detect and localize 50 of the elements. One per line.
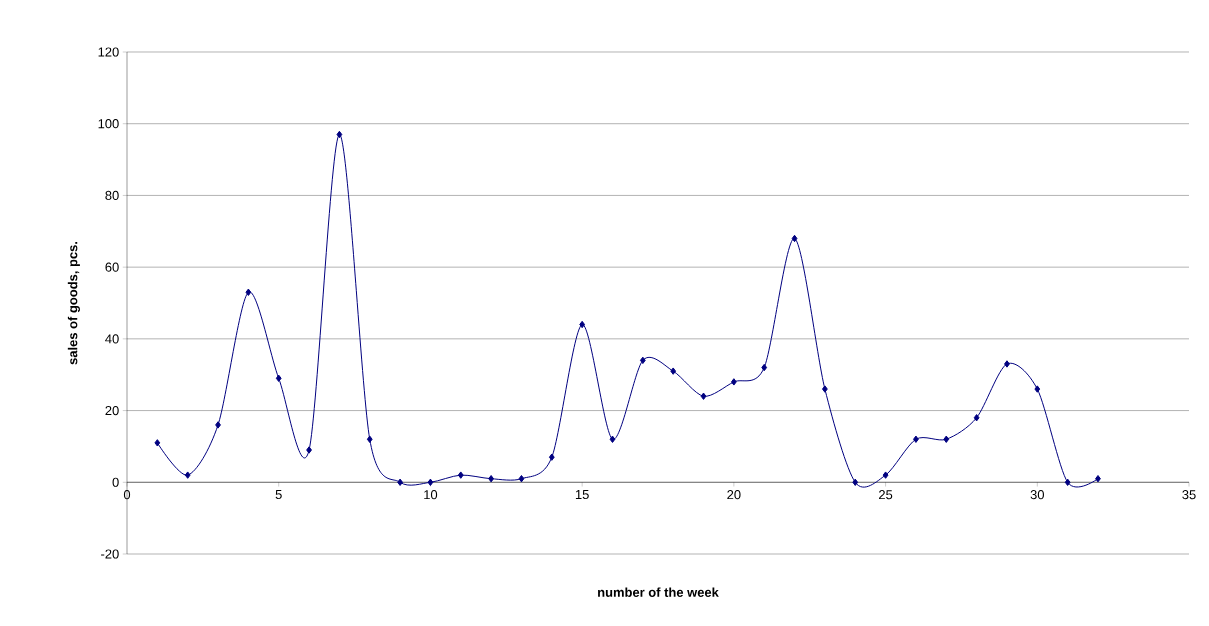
y-tick-label: 120 — [98, 47, 119, 57]
point — [670, 367, 677, 375]
x-tick-label: 30 — [1030, 490, 1044, 500]
y-tick-label: 40 — [105, 334, 119, 344]
point — [245, 288, 252, 296]
y-axis-title: sales of goods, pcs. — [67, 242, 80, 365]
point — [761, 363, 768, 372]
point — [609, 435, 616, 443]
x-tick-label: 25 — [879, 490, 893, 500]
y-tick-label: 60 — [105, 262, 119, 272]
x-axis-title: number of the week — [598, 587, 719, 597]
point — [579, 320, 586, 329]
point — [366, 435, 373, 443]
point — [882, 471, 889, 479]
point — [822, 385, 828, 393]
point — [1064, 478, 1071, 486]
point — [457, 471, 464, 479]
point — [154, 439, 161, 447]
x-tick-label: 15 — [575, 490, 589, 500]
y-tick-label: -20 — [101, 549, 119, 559]
y-tick-label: 20 — [105, 405, 119, 416]
x-tick-label: 10 — [424, 490, 438, 500]
x-tick-label: 0 — [123, 490, 131, 500]
point — [913, 435, 919, 443]
point — [1095, 475, 1101, 483]
point — [518, 475, 525, 483]
point — [700, 392, 707, 400]
point — [639, 356, 646, 365]
x-tick-label: 20 — [727, 490, 741, 500]
x-tick-label: 35 — [1182, 490, 1196, 500]
point — [215, 421, 221, 429]
point — [306, 446, 312, 454]
y-tick-label: 0 — [112, 477, 119, 487]
point — [397, 478, 403, 486]
point — [1034, 385, 1041, 393]
x-tick-label: 5 — [275, 490, 282, 500]
point — [548, 453, 555, 461]
point — [791, 234, 798, 243]
point — [943, 435, 950, 443]
point — [336, 130, 343, 139]
point — [184, 471, 191, 479]
point — [973, 414, 980, 422]
point — [427, 478, 434, 486]
y-tick-label: 80 — [105, 190, 119, 201]
point — [730, 378, 737, 386]
point — [852, 478, 859, 486]
point — [275, 374, 282, 382]
y-tick-label: 100 — [98, 119, 119, 129]
point — [488, 475, 495, 483]
point — [1004, 360, 1010, 368]
